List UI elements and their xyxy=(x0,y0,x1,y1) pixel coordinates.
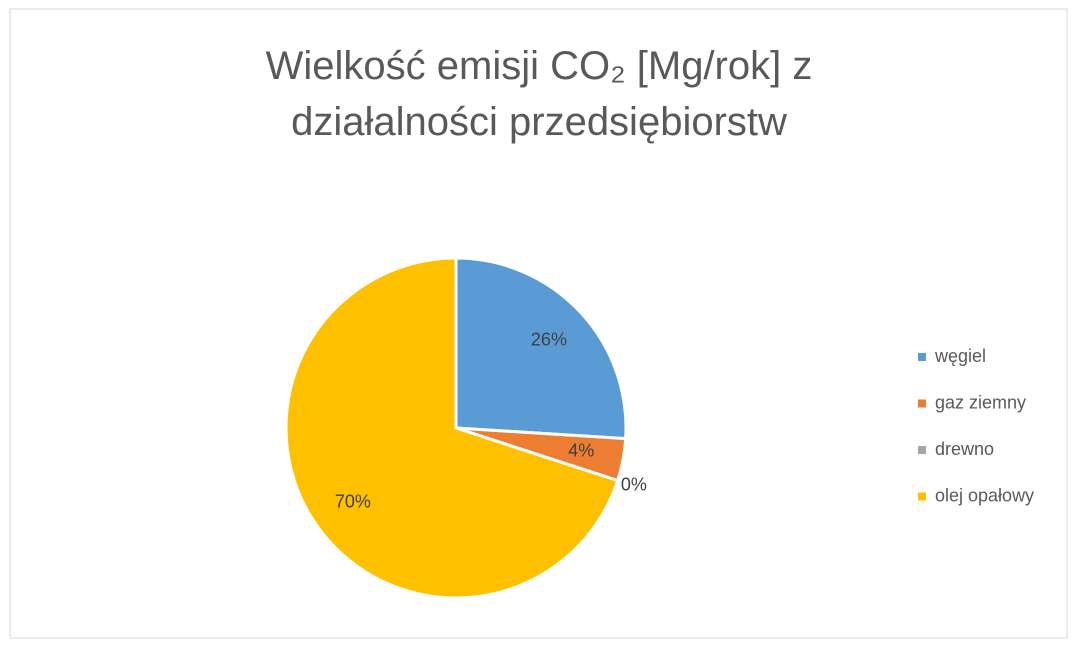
legend-label: olej opałowy xyxy=(935,485,1034,505)
legend-swatch xyxy=(918,353,926,361)
data-label: 0% xyxy=(621,475,647,495)
legend-label: gaz ziemny xyxy=(935,392,1026,412)
chart-title: Wielkość emisji CO₂ [Mg/rok] z działalno… xyxy=(265,44,813,144)
pie-slice xyxy=(454,256,628,441)
legend-label: węgiel xyxy=(934,346,986,366)
data-label: 70% xyxy=(335,492,371,512)
legend-swatch xyxy=(918,492,926,501)
pie-slice xyxy=(284,256,620,600)
data-label: 26% xyxy=(531,329,567,349)
legend-swatch xyxy=(918,446,926,454)
legend-swatch xyxy=(918,399,926,408)
legend-label: drewno xyxy=(935,439,994,459)
data-label: 4% xyxy=(568,441,594,461)
